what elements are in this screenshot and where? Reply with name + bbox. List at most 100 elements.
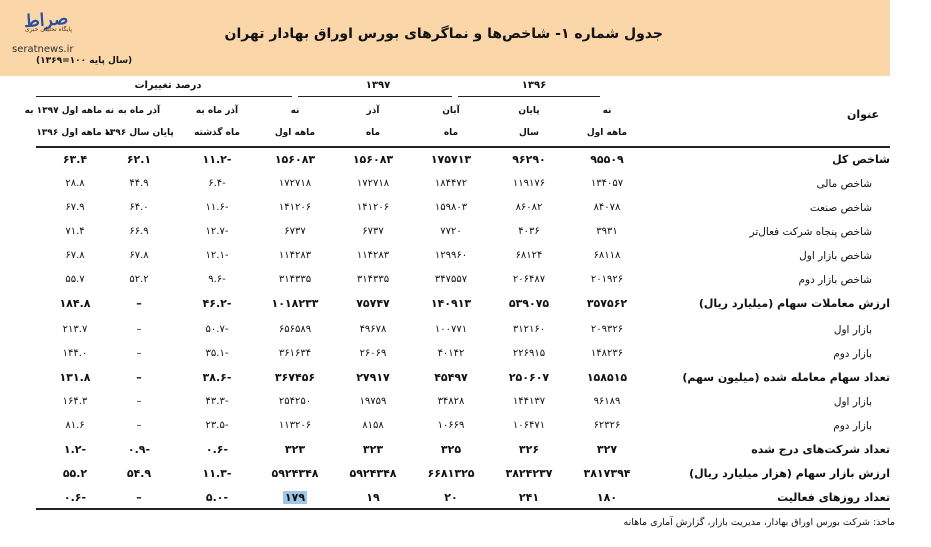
cell-value: –: [136, 297, 142, 310]
cell-value: ۱۷۲۷۱۸: [278, 178, 312, 189]
column-header-2-line1: آبان: [442, 106, 460, 116]
cell-value: ۳۹۳۱: [596, 226, 618, 237]
table-cell: ۸۱۵۸: [334, 414, 412, 438]
table-row: شاخص بازار اول ۶۸۱۱۸ ۶۸۱۲۴ ۱۲۹۹۶۰ ۱۱۴۲۸۳ ۱۱۴۲…: [36, 244, 890, 268]
table-cell: ۵۹۲۴۳۴۸: [256, 462, 334, 486]
table-cell: ۳۱۲۱۶۰: [490, 318, 568, 342]
cell-value: ۳۸۱۷۳۹۴: [583, 467, 631, 480]
table-cell: ۲۰۶۴۸۷: [490, 268, 568, 292]
cell-value: ۳۱۲۱۶۰: [512, 324, 546, 335]
table-row: شاخص مالی ۱۳۴۰۵۷ ۱۱۹۱۷۶ ۱۸۴۴۷۲ ۱۷۲۷۱۸ ۱۷۲۷۱۸ -…: [36, 172, 890, 196]
column-header-3-line1: آذر: [366, 106, 380, 116]
header-underline-1396: [458, 96, 600, 97]
table-row: بازار دوم ۶۲۳۲۶ ۱۰۶۴۷۱ ۱۰۶۶۹ ۸۱۵۸ ۱۱۳۲۰۶ -۲۳.۵…: [36, 414, 890, 438]
table-cell: -۰.۶: [178, 438, 256, 462]
cell-value: ۱۱۴۲۸۳: [356, 250, 390, 261]
table-row: بازار اول ۹۶۱۸۹ ۱۴۴۱۳۷ ۳۴۸۲۸ ۱۹۷۵۹ ۲۵۴۲۵۰ -۴۳.…: [36, 390, 890, 414]
table-cell: ۶۵۶۵۸۹: [256, 318, 334, 342]
table-cell: ۶۷.۸: [36, 244, 114, 268]
cell-value: ۲۶۰۶۹: [359, 348, 387, 359]
table-cell: ۲۰۱۹۲۶: [568, 268, 646, 292]
table-cell: ۷۱.۴: [36, 220, 114, 244]
table-cell: ۲۲۶۹۱۵: [490, 342, 568, 366]
cell-value: ۶۳.۴: [62, 153, 88, 166]
cell-value: ۱۴۱۲۰۶: [278, 202, 312, 213]
cell-value: ۱۷۵۷۱۳: [430, 153, 472, 166]
cell-value: ۴۴.۹: [129, 178, 149, 189]
table-cell: -۱۲.۷: [178, 220, 256, 244]
cell-value: –: [136, 348, 142, 359]
cell-value: ۱۰۱۸۲۳۳: [271, 297, 319, 310]
table-cell: -۱۱.۲: [178, 148, 256, 172]
cell-value: ۶۷.۹: [65, 202, 85, 213]
header-rule: [36, 146, 890, 148]
table-cell: –: [100, 390, 178, 414]
cell-value: ۸۴۰۷۸: [593, 202, 621, 213]
table-cell: –: [100, 342, 178, 366]
column-header-2-line2: ماه: [443, 128, 459, 138]
header-underline-pct: [36, 96, 292, 97]
cell-value: ۹۵۵۰۹: [590, 153, 624, 166]
table-row: بازار اول ۲۰۹۳۲۶ ۳۱۲۱۶۰ ۱۰۰۷۷۱ ۴۹۶۷۸ ۶۵۶۵۸۹ -۵…: [36, 318, 890, 342]
cell-value: ۱۶۴.۳: [62, 396, 88, 407]
cell-value: ۴۵۴۹۷: [434, 371, 468, 384]
cell-value: -۰.۹: [127, 443, 151, 456]
column-header-4-line1: نه: [290, 106, 300, 116]
table-cell: ۱۷۹: [256, 486, 334, 510]
cell-value: ۸۱.۶: [65, 420, 85, 431]
row-label: بازار اول: [833, 324, 872, 336]
table-cell: ۳۱۴۳۳۵: [334, 268, 412, 292]
cell-value: ۲۰۶۴۸۷: [512, 274, 546, 285]
bottom-rule: [36, 508, 890, 510]
table-cell: ۲۰۹۳۲۶: [568, 318, 646, 342]
cell-value: -۱۱.۲: [202, 153, 232, 166]
table-cell: ۶۷۳۷: [256, 220, 334, 244]
table-cell: ۲۶۰۶۹: [334, 342, 412, 366]
cell-value: ۲۰: [444, 491, 458, 504]
cell-value: ۱۰۰۷۷۱: [434, 324, 468, 335]
cell-value: ۲۱۳.۷: [62, 324, 88, 335]
row-label: شاخص کل: [832, 153, 890, 166]
cell-value: –: [136, 371, 142, 384]
cell-value: ۸۱۵۸: [362, 420, 384, 431]
table-cell: ۱۱۳۲۰۶: [256, 414, 334, 438]
table-cell: ۶۲.۱: [100, 148, 178, 172]
cell-value: ۲۵۴۲۵۰: [278, 396, 312, 407]
table-cell: ۹۶۲۹۰: [490, 148, 568, 172]
table-cell: ۵۳۹۰۷۵: [490, 292, 568, 316]
table-cell: ۱۸۴۴۷۲: [412, 172, 490, 196]
table-cell: -۶.۴: [178, 172, 256, 196]
logo-subtitle: پایگاه تحلیلی خبری: [24, 26, 72, 33]
column-header-6-line2: پایان سال ۱۳۹۶: [104, 128, 174, 138]
table-cell: ۱۴۴۱۳۷: [490, 390, 568, 414]
table-cell: ۷۷۲۰: [412, 220, 490, 244]
table-cell: ۱۷۵۷۱۳: [412, 148, 490, 172]
cell-value: ۳۶۱۶۳۴: [278, 348, 312, 359]
cell-value: -۲۳.۵: [205, 420, 229, 431]
table-row: ارزش بازار سهام (هزار میلیارد ریال) ۳۸۱۷۳…: [36, 462, 890, 486]
cell-value: ۵۳۹۰۷۵: [508, 297, 550, 310]
table-cell: ۴۹۶۷۸: [334, 318, 412, 342]
table-cell: ۳۸۱۷۳۹۴: [568, 462, 646, 486]
table-row: تعداد شرکت‌های درج شده ۳۲۷ ۳۲۶ ۳۲۵ ۳۲۳ ۳۲۳ -۰.…: [36, 438, 890, 462]
row-label: ارزش بازار سهام (هزار میلیارد ریال): [689, 467, 890, 480]
table-cell: ۱۰۰۷۷۱: [412, 318, 490, 342]
cell-value: -۱۱.۳: [202, 467, 232, 480]
cell-value: ۳۵۷۵۶۲: [586, 297, 628, 310]
cell-value: ۱۴۸۲۳۶: [590, 348, 624, 359]
cell-value: ۶۷۳۷: [284, 226, 306, 237]
cell-value: ۳۱۴۳۳۵: [278, 274, 312, 285]
table-cell: –: [100, 366, 178, 390]
column-header-7-line2: نه ماهه اول ۱۳۹۶: [36, 128, 114, 138]
cell-value: ۶۲.۱: [126, 153, 152, 166]
table-cell: ۴۵۴۹۷: [412, 366, 490, 390]
source-note: ماخذ: شرکت بورس اوراق بهادار، مدیریت باز…: [623, 517, 896, 528]
table-cell: ۱۷۲۷۱۸: [256, 172, 334, 196]
table-cell: ۵۲.۲: [100, 268, 178, 292]
cell-value: ۹۶۲۹۰: [512, 153, 546, 166]
table-cell: ۹۶۱۸۹: [568, 390, 646, 414]
cell-value: ۱۷۲۷۱۸: [356, 178, 390, 189]
cell-value: -۵.۰: [205, 491, 229, 504]
row-label: تعداد شرکت‌های درج شده: [751, 443, 890, 456]
table-cell: ۶۸۱۲۴: [490, 244, 568, 268]
